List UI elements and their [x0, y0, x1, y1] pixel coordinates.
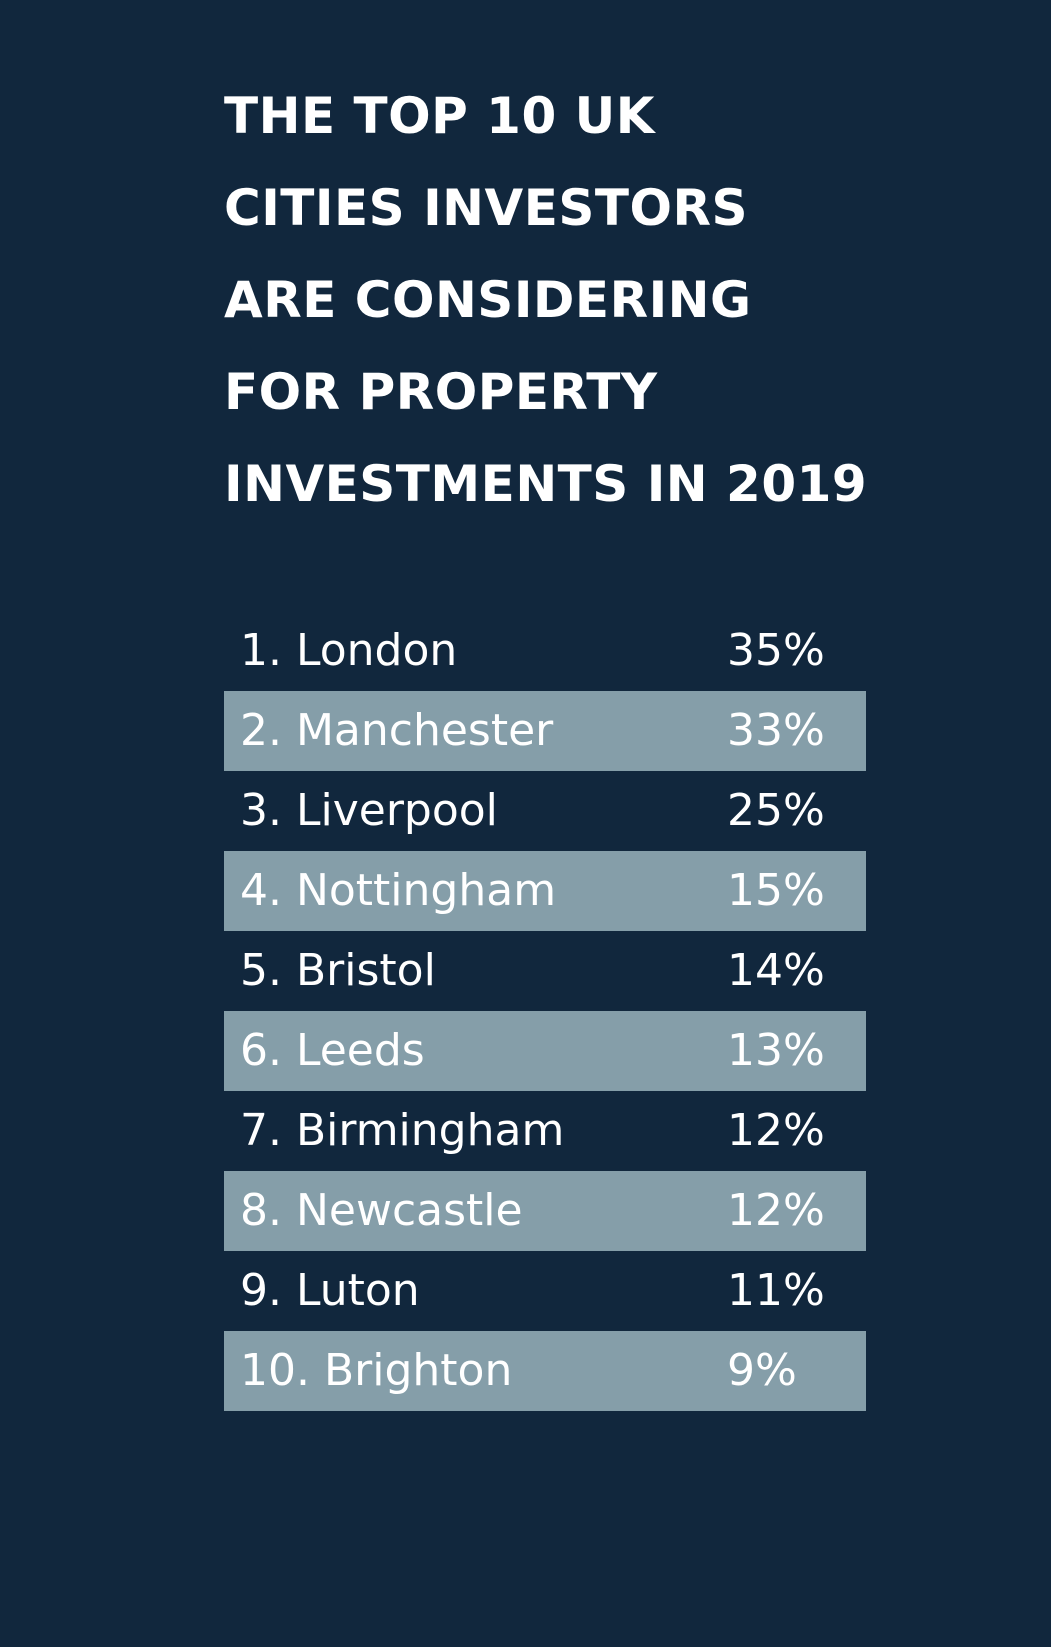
- ranking-row: 2. Manchester 33%: [224, 691, 866, 771]
- title-line: CITIES INVESTORS: [224, 179, 749, 237]
- city-label: 3. Liverpool: [240, 785, 498, 836]
- percentage-value: 11%: [727, 1265, 825, 1316]
- ranking-row: 9. Luton 11%: [224, 1251, 866, 1331]
- percentage-value: 25%: [727, 785, 825, 836]
- ranking-row: 5. Bristol 14%: [224, 931, 866, 1011]
- ranking-row: 1. London 35%: [224, 611, 866, 691]
- title-line: INVESTMENTS IN 2019: [224, 455, 868, 513]
- city-label: 1. London: [240, 625, 458, 676]
- percentage-value: 35%: [727, 625, 825, 676]
- city-label: 4. Nottingham: [240, 865, 557, 916]
- city-label: 9. Luton: [240, 1265, 420, 1316]
- city-label: 5. Bristol: [240, 945, 436, 996]
- percentage-value: 14%: [727, 945, 825, 996]
- title-line: ARE CONSIDERING: [224, 271, 752, 329]
- percentage-value: 12%: [727, 1105, 825, 1156]
- ranking-row: 8. Newcastle 12%: [224, 1171, 866, 1251]
- percentage-value: 12%: [727, 1185, 825, 1236]
- ranking-row: 6. Leeds 13%: [224, 1011, 866, 1091]
- percentage-value: 9%: [727, 1345, 797, 1396]
- ranking-row: 7. Birmingham 12%: [224, 1091, 866, 1171]
- ranking-row: 3. Liverpool 25%: [224, 771, 866, 851]
- percentage-value: 13%: [727, 1025, 825, 1076]
- city-ranking-table: 1. London 35% 2. Manchester 33% 3. Liver…: [224, 611, 866, 1411]
- city-label: 8. Newcastle: [240, 1185, 523, 1236]
- percentage-value: 15%: [727, 865, 825, 916]
- title-line: THE TOP 10 UK: [224, 87, 656, 145]
- page-title: THE TOP 10 UK CITIES INVESTORS ARE CONSI…: [224, 70, 944, 530]
- city-label: 2. Manchester: [240, 705, 554, 756]
- ranking-row: 4. Nottingham 15%: [224, 851, 866, 931]
- title-line: FOR PROPERTY: [224, 363, 658, 421]
- percentage-value: 33%: [727, 705, 825, 756]
- city-label: 6. Leeds: [240, 1025, 425, 1076]
- city-label: 10. Brighton: [240, 1345, 513, 1396]
- ranking-row: 10. Brighton 9%: [224, 1331, 866, 1411]
- city-label: 7. Birmingham: [240, 1105, 565, 1156]
